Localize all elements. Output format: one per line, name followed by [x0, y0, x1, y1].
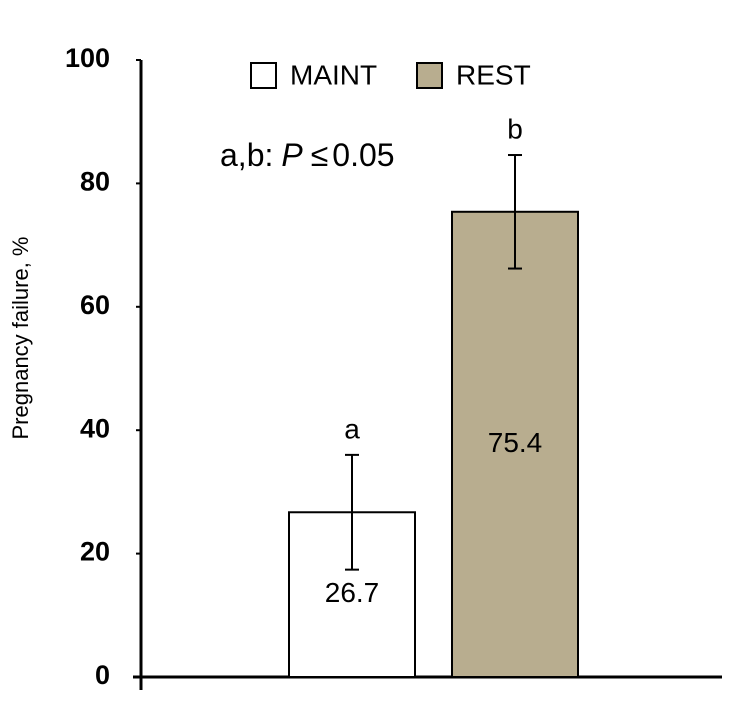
note-part: P [281, 137, 303, 173]
note-part: 0.05 [332, 137, 394, 173]
y-tick-label: 60 [80, 290, 110, 320]
y-tick-label: 40 [80, 413, 110, 443]
note-part: a,b: [220, 137, 273, 173]
y-axis-label: Pregnancy failure, % [8, 237, 33, 440]
legend-swatch [416, 62, 443, 89]
significance-letter: a [344, 413, 360, 444]
legend-label: REST [456, 59, 531, 90]
note: a,b: P ≤0.05 [220, 137, 395, 173]
note-part: ≤ [311, 137, 329, 173]
value-label: 26.7 [325, 577, 380, 608]
y-tick-label: 100 [65, 43, 110, 73]
bar [451, 210, 579, 678]
y-tick-label: 20 [80, 537, 110, 567]
legend-swatch [250, 62, 277, 89]
value-label: 75.4 [488, 427, 543, 458]
legend-label: MAINT [290, 59, 377, 90]
y-tick-label: 80 [80, 167, 110, 197]
significance-letter: b [507, 113, 523, 144]
y-tick-label: 0 [95, 660, 110, 690]
